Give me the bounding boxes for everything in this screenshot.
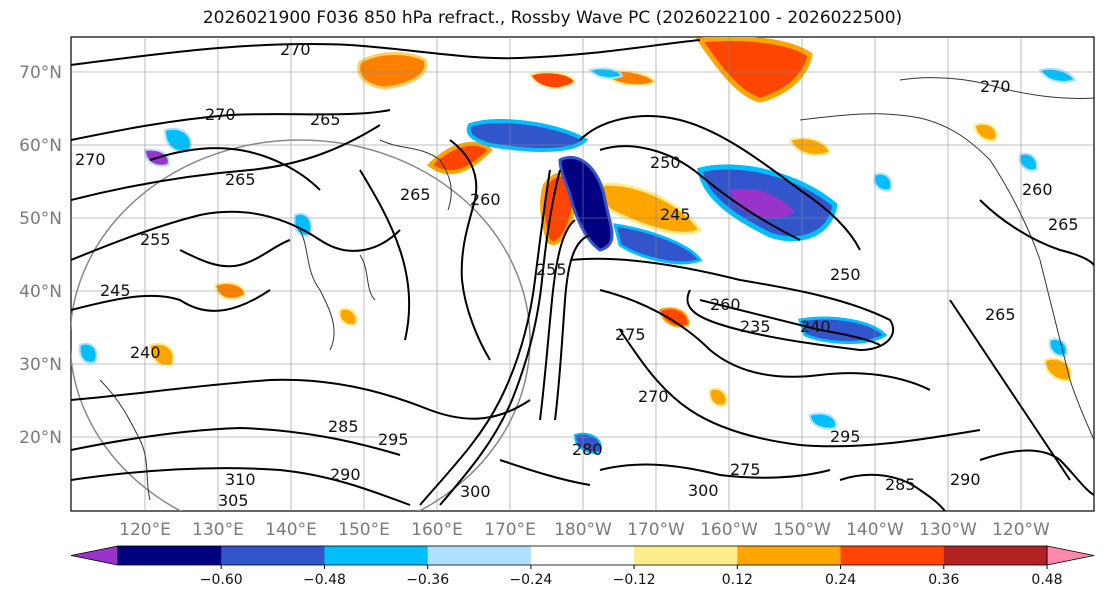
svg-text:130°E: 130°E	[192, 520, 244, 540]
svg-text:140°W: 140°W	[846, 520, 904, 540]
latitude-labels: 70°N 60°N 50°N 40°N 30°N 20°N	[19, 63, 62, 448]
colorbar-tick-label: 0.24	[825, 572, 856, 588]
svg-text:275: 275	[730, 460, 761, 479]
colorbar-tick-label: 0.48	[1031, 572, 1062, 588]
colorbar-tick-label: 0.12	[722, 572, 753, 588]
svg-text:260: 260	[1022, 180, 1053, 199]
svg-text:260: 260	[710, 295, 741, 314]
graticule	[71, 37, 1094, 511]
colorbar-segment	[118, 546, 222, 565]
svg-text:120°W: 120°W	[992, 520, 1050, 540]
svg-text:280: 280	[572, 440, 603, 459]
colorbar-extend-high	[1046, 545, 1095, 566]
colorbar-segment	[634, 546, 738, 565]
great-circle	[71, 139, 531, 511]
svg-text:150°W: 150°W	[773, 520, 831, 540]
svg-text:240: 240	[130, 343, 161, 362]
svg-text:160°E: 160°E	[411, 520, 463, 540]
colorbar-tick-label: −0.48	[303, 572, 346, 588]
svg-text:260: 260	[470, 190, 501, 209]
svg-text:130°W: 130°W	[919, 520, 977, 540]
colorbar-tick-label: −0.24	[509, 572, 552, 588]
svg-text:245: 245	[100, 281, 131, 300]
colorbar-extend-low	[70, 545, 119, 566]
svg-text:255: 255	[536, 260, 567, 279]
svg-text:250: 250	[830, 265, 861, 284]
coastlines	[99, 77, 1094, 501]
svg-text:30°N: 30°N	[19, 355, 62, 375]
svg-text:245: 245	[660, 205, 691, 224]
svg-text:265: 265	[400, 185, 431, 204]
svg-text:295: 295	[378, 430, 409, 449]
svg-text:40°N: 40°N	[19, 282, 62, 302]
svg-text:300: 300	[688, 481, 719, 500]
svg-text:270: 270	[280, 40, 311, 59]
colorbar-tick-label: −0.12	[613, 572, 656, 588]
svg-text:240: 240	[800, 317, 831, 336]
svg-text:295: 295	[830, 427, 861, 446]
svg-text:250: 250	[650, 153, 681, 172]
colorbar-tick-label: 0.36	[928, 572, 959, 588]
svg-text:60°N: 60°N	[19, 136, 62, 156]
colorbar-segment	[427, 546, 532, 565]
refractivity-contours	[71, 39, 1094, 511]
svg-text:160°W: 160°W	[700, 520, 758, 540]
colorbar-segment	[530, 546, 635, 565]
svg-text:290: 290	[950, 470, 981, 489]
svg-text:20°N: 20°N	[19, 428, 62, 448]
svg-text:255: 255	[140, 230, 171, 249]
svg-text:235: 235	[740, 317, 771, 336]
colorbar-ticks: −0.60 −0.48 −0.36 −0.24 −0.12 0.12 0.24 0.36 0.4…	[200, 565, 1063, 588]
svg-text:150°E: 150°E	[338, 520, 390, 540]
contour-labels: 270 270 265 270 265 255 245 265 260 250 …	[75, 40, 1079, 510]
colorbar	[70, 545, 1095, 566]
svg-text:170°E: 170°E	[484, 520, 536, 540]
svg-text:285: 285	[885, 475, 916, 494]
svg-text:265: 265	[985, 305, 1016, 324]
svg-text:270: 270	[75, 150, 106, 169]
svg-text:180°W: 180°W	[554, 520, 612, 540]
colorbar-segment	[221, 546, 325, 565]
map-frame	[70, 36, 1095, 512]
colorbar-tick-label: −0.36	[406, 572, 449, 588]
colorbar-segment	[840, 546, 945, 565]
svg-text:305: 305	[218, 491, 249, 510]
svg-text:270: 270	[638, 387, 669, 406]
svg-text:50°N: 50°N	[19, 209, 62, 229]
svg-text:300: 300	[460, 482, 491, 501]
svg-text:265: 265	[1048, 215, 1079, 234]
svg-text:70°N: 70°N	[19, 63, 62, 83]
svg-text:265: 265	[310, 110, 341, 129]
map-title: 2026021900 F036 850 hPa refract., Rossby…	[202, 8, 903, 28]
colorbar-segment	[737, 546, 842, 565]
svg-text:270: 270	[205, 105, 236, 124]
colorbar-segment	[943, 546, 1048, 565]
svg-text:275: 275	[615, 325, 646, 344]
svg-text:120°E: 120°E	[119, 520, 171, 540]
longitude-labels: 120°E 130°E 140°E 150°E 160°E 170°E 180°…	[119, 520, 1050, 540]
svg-text:140°E: 140°E	[265, 520, 317, 540]
colorbar-segment	[324, 546, 429, 565]
svg-text:265: 265	[225, 170, 256, 189]
colorbar-outline	[117, 545, 1048, 566]
svg-text:290: 290	[330, 465, 361, 484]
svg-text:270: 270	[980, 77, 1011, 96]
colorbar-tick-label: −0.60	[200, 572, 243, 588]
svg-text:310: 310	[225, 470, 256, 489]
svg-text:285: 285	[328, 417, 359, 436]
svg-text:170°W: 170°W	[627, 520, 685, 540]
